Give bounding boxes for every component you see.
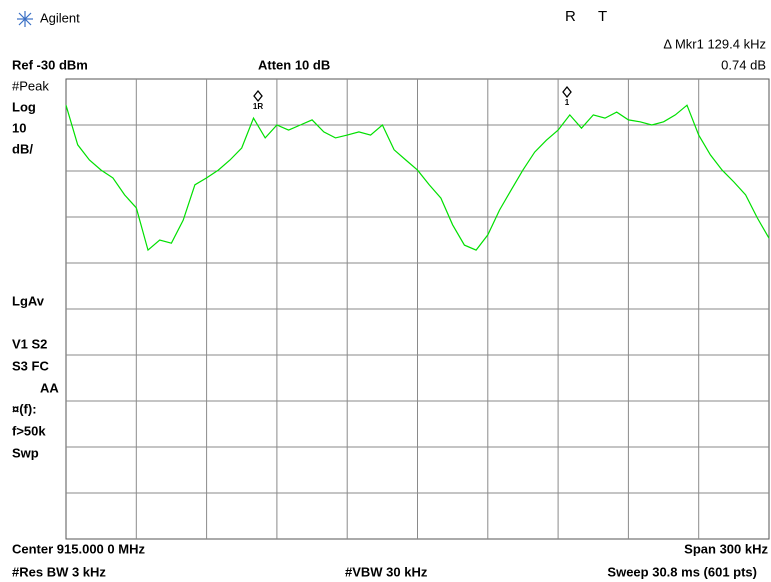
marker-diamond [562, 85, 572, 99]
side-label: #Peak [12, 78, 49, 93]
side-label: Log [12, 99, 36, 114]
side-label: f>50k [12, 423, 46, 438]
marker-diamond [253, 89, 263, 103]
trace [65, 104, 770, 252]
side-label: V1 S2 [12, 336, 47, 351]
side-label: 10 [12, 120, 26, 135]
grid [66, 79, 769, 539]
plot: 1R 1 [65, 85, 770, 252]
side-label: S3 FC [12, 358, 49, 373]
status-r: R [565, 8, 576, 25]
marker-label: 1 [565, 98, 570, 107]
sweep: Sweep 30.8 ms (601 pts) [607, 564, 757, 579]
side-label: AA [40, 380, 59, 395]
marker-delta: 0.74 dB [721, 57, 766, 72]
side-label: ¤(f): [12, 401, 37, 416]
center-freq: Center 915.000 0 MHz [12, 541, 145, 556]
side-panel: #Peak Log 10 dB/LgAv V1 S2 S3 FC AA¤(f): f>50k S… [12, 78, 59, 460]
marker-label: 1R [253, 102, 263, 111]
res-bw: #Res BW 3 kHz [12, 564, 106, 579]
side-label: dB/ [12, 141, 33, 156]
marker-readout: Δ Mkr1 129.4 kHz [663, 36, 766, 51]
logo [17, 11, 33, 27]
vbw: #VBW 30 kHz [345, 564, 428, 579]
brand: Agilent [40, 10, 80, 25]
side-label: LgAv [12, 293, 45, 308]
span: Span 300 kHz [684, 541, 768, 556]
attenuation: Atten 10 dB [258, 57, 330, 72]
ref-level: Ref -30 dBm [12, 57, 88, 72]
status-t: T [598, 8, 607, 25]
side-label: Swp [12, 445, 39, 460]
